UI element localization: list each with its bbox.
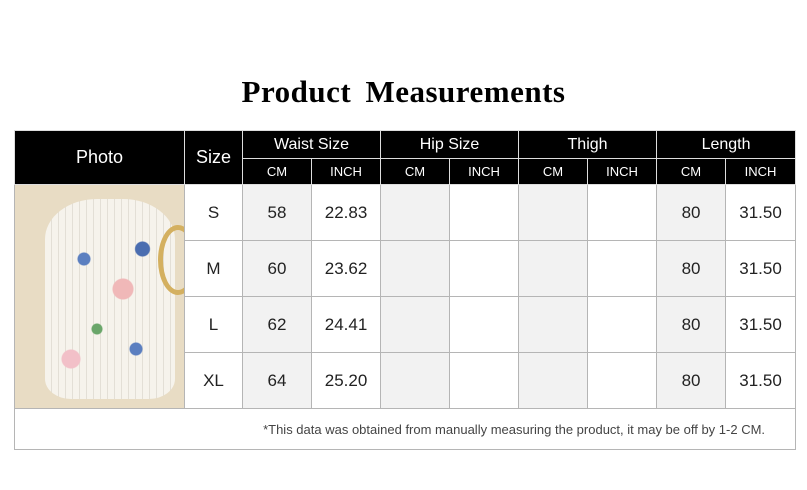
length-cm-cell: 80 [656, 352, 727, 409]
page-title: Product Measurements [241, 74, 566, 109]
subheader-inch: INCH [310, 158, 382, 185]
hip-cm-cell [380, 352, 451, 409]
skirt-image [45, 199, 175, 399]
thigh-cm-cell [518, 184, 589, 241]
subheader-inch: INCH [725, 158, 797, 185]
hip-cm-cell [380, 184, 451, 241]
hip-in-cell [449, 296, 520, 353]
length-in-cell: 31.50 [725, 240, 797, 297]
header-photo: Photo [14, 130, 185, 185]
table-row: S 58 22.83 80 31.50 [14, 184, 797, 409]
measurements-table: Photo Size Waist Size Hip Size Thigh Len… [13, 130, 797, 450]
thigh-cm-cell [518, 296, 589, 353]
header-length: Length [656, 130, 797, 159]
table-row: L 62 24.41 80 31.50 [15, 296, 797, 353]
header-thigh: Thigh [518, 130, 658, 159]
size-cell: S [184, 184, 243, 241]
length-in-cell: 31.50 [725, 184, 797, 241]
waist-cm-cell: 64 [242, 352, 312, 409]
waist-in-cell: 23.62 [310, 240, 382, 297]
bag-handle-image [158, 225, 184, 295]
waist-in-cell: 22.83 [310, 184, 382, 241]
header-waist: Waist Size [241, 130, 382, 159]
subheader-inch: INCH [587, 158, 658, 185]
length-in-cell: 31.50 [725, 352, 797, 409]
hip-cm-cell [380, 240, 451, 297]
thigh-in-cell [587, 352, 658, 409]
size-cell: XL [184, 352, 243, 409]
waist-cm-cell: 60 [242, 240, 312, 297]
length-cm-cell: 80 [656, 240, 727, 297]
subheader-cm: CM [518, 158, 589, 185]
length-in-cell: 31.50 [725, 296, 797, 353]
length-cm-cell: 80 [656, 184, 727, 241]
header-hip: Hip Size [380, 130, 520, 159]
thigh-cm-cell [518, 240, 589, 297]
thigh-in-cell [587, 240, 658, 297]
table-row: M 60 23.62 80 31.50 [15, 240, 797, 297]
thigh-in-cell [587, 296, 658, 353]
product-photo [14, 184, 185, 409]
thigh-cm-cell [518, 352, 589, 409]
thigh-in-cell [587, 184, 658, 241]
length-cm-cell: 80 [656, 296, 727, 353]
subheader-inch: INCH [449, 158, 520, 185]
subheader-cm: CM [656, 158, 727, 185]
subheader-cm: CM [380, 158, 451, 185]
hip-in-cell [449, 240, 520, 297]
footnote: *This data was obtained from manually me… [13, 408, 797, 450]
waist-in-cell: 25.20 [310, 352, 382, 409]
waist-cm-cell: 62 [242, 296, 312, 353]
header-size: Size [184, 130, 243, 185]
size-cell: M [184, 240, 243, 297]
hip-in-cell [449, 352, 520, 409]
waist-cm-cell: 58 [242, 184, 312, 241]
subheader-cm: CM [242, 158, 312, 185]
waist-in-cell: 24.41 [310, 296, 382, 353]
size-cell: L [184, 296, 243, 353]
hip-cm-cell [380, 296, 451, 353]
hip-in-cell [449, 184, 520, 241]
